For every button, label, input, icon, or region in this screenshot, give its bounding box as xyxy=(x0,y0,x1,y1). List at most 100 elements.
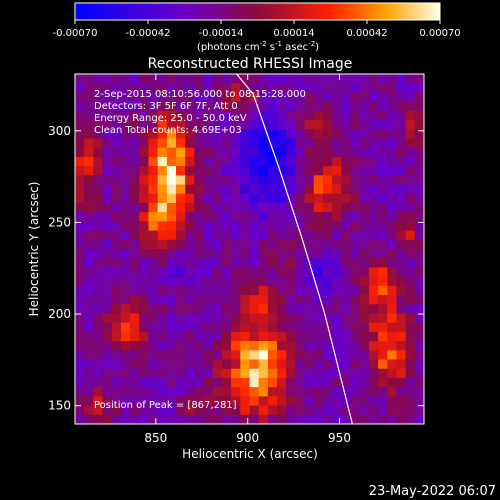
heatmap-cell xyxy=(378,221,388,231)
heatmap-cell xyxy=(139,295,149,305)
heatmap-cell xyxy=(350,267,361,278)
heatmap-cell xyxy=(203,387,214,397)
heatmap-cell xyxy=(75,368,85,379)
heatmap-cell xyxy=(231,156,241,167)
heatmap-cell xyxy=(341,221,351,231)
heatmap-cell xyxy=(359,184,370,195)
heatmap-cell xyxy=(231,322,241,333)
heatmap-cell xyxy=(185,377,195,388)
heatmap-cell xyxy=(93,74,103,84)
heatmap-cell xyxy=(185,313,195,324)
heatmap-cell xyxy=(295,359,305,370)
heatmap-cell xyxy=(350,377,361,388)
heatmap-cell xyxy=(405,120,416,130)
heatmap-cell xyxy=(203,295,214,305)
heatmap-cell xyxy=(414,156,424,167)
heatmap-cell xyxy=(378,304,388,314)
heatmap-cell xyxy=(414,368,424,379)
heatmap-cell xyxy=(249,350,260,360)
heatmap-cell xyxy=(304,239,315,250)
heatmap-cell xyxy=(194,267,204,278)
heatmap-cell xyxy=(359,377,370,388)
heatmap-cell xyxy=(176,331,186,342)
heatmap-cell xyxy=(166,92,177,103)
heatmap-cell xyxy=(267,175,278,185)
heatmap-cell xyxy=(111,202,122,213)
heatmap-cell xyxy=(102,322,113,333)
heatmap-cell xyxy=(249,341,260,351)
heatmap-cell xyxy=(313,92,324,103)
heatmap-cell xyxy=(84,184,94,195)
heatmap-cell xyxy=(295,396,305,406)
heatmap-cell xyxy=(304,193,315,204)
heatmap-cell xyxy=(286,101,296,112)
heatmap-cell xyxy=(387,193,397,204)
heatmap-cell xyxy=(185,331,195,342)
heatmap-cell xyxy=(203,147,214,158)
heatmap-cell xyxy=(387,267,397,278)
heatmap-cell xyxy=(194,129,204,139)
heatmap-cell xyxy=(139,350,149,360)
heatmap-cell xyxy=(378,83,388,93)
heatmap-cell xyxy=(111,74,122,84)
heatmap-cell xyxy=(185,405,195,416)
heatmap-cell xyxy=(130,258,140,268)
heatmap-cell xyxy=(240,258,250,268)
heatmap-cell xyxy=(166,304,177,314)
heatmap-cell xyxy=(286,405,296,416)
heatmap-cell xyxy=(102,350,113,360)
heatmap-cell xyxy=(148,239,159,250)
heatmap-cell xyxy=(157,368,168,379)
heatmap-cell xyxy=(93,359,103,370)
heatmap-cell xyxy=(249,138,260,149)
heatmap-cell xyxy=(378,156,388,167)
heatmap-cell xyxy=(93,414,103,424)
heatmap-cell xyxy=(286,166,296,176)
heatmap-cell xyxy=(368,120,379,130)
heatmap-cell xyxy=(267,359,278,370)
heatmap-cell xyxy=(414,193,424,204)
heatmap-cell xyxy=(258,129,269,139)
heatmap-cell xyxy=(212,322,223,333)
heatmap-cell xyxy=(93,175,103,185)
heatmap-cell xyxy=(368,193,379,204)
heatmap-cell xyxy=(93,295,103,305)
heatmap-cell xyxy=(75,74,85,84)
heatmap-cell xyxy=(267,138,278,149)
heatmap-cell xyxy=(322,313,333,324)
heatmap-cell xyxy=(387,184,397,195)
heatmap-cell xyxy=(176,74,186,84)
heatmap-cell xyxy=(295,120,305,130)
heatmap-cell xyxy=(231,359,241,370)
heatmap-cell xyxy=(166,239,177,250)
heatmap-cell xyxy=(396,138,407,149)
heatmap-cell xyxy=(286,202,296,213)
heatmap-cell xyxy=(102,295,113,305)
heatmap-cell xyxy=(139,184,149,195)
heatmap-cell xyxy=(322,83,333,93)
heatmap-cell xyxy=(157,221,168,231)
heatmap-cell xyxy=(387,304,397,314)
heatmap-cell xyxy=(249,405,260,416)
heatmap-cell xyxy=(93,166,103,176)
heatmap-cell xyxy=(203,258,214,268)
heatmap-cell xyxy=(332,239,342,250)
heatmap-cell xyxy=(84,276,94,287)
heatmap-cell xyxy=(148,129,159,139)
heatmap-cell xyxy=(396,239,407,250)
heatmap-cell xyxy=(341,341,351,351)
heatmap-cell xyxy=(304,322,315,333)
heatmap-cell xyxy=(111,304,122,314)
heatmap-cell xyxy=(102,129,113,139)
heatmap-cell xyxy=(405,258,416,268)
heatmap-cell xyxy=(194,405,204,416)
heatmap-cell xyxy=(139,377,149,388)
heatmap-cell xyxy=(368,175,379,185)
heatmap-cell xyxy=(148,202,159,213)
heatmap-cell xyxy=(258,230,269,241)
heatmap-cell xyxy=(84,138,94,149)
heatmap-cell xyxy=(414,92,424,103)
heatmap-cell xyxy=(332,138,342,149)
plot-annotations: 2-Sep-2015 08:10:56.000 to 08:15:28.000D… xyxy=(94,89,306,136)
heatmap-cell xyxy=(203,313,214,324)
